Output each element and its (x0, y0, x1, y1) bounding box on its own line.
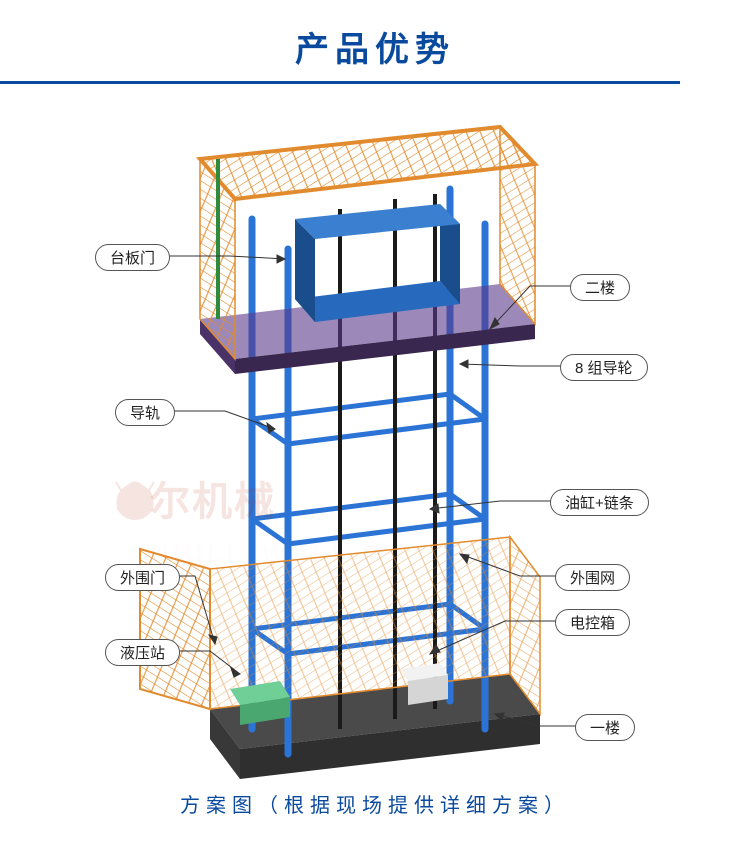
label-yeyazhan: 液压站 (105, 639, 180, 666)
label-waiweiwang: 外围网 (555, 564, 630, 591)
label-daogui: 导轨 (115, 399, 175, 426)
label-diankongxiang: 电控箱 (555, 609, 630, 636)
label-taibanmen: 台板门 (95, 244, 170, 271)
label-waiweimen: 外围门 (105, 564, 180, 591)
watermark-bull-icon (110, 474, 160, 524)
title-underline (0, 81, 680, 84)
page-title: 产品优势 (0, 0, 750, 71)
lift-tower-illustration (0, 89, 750, 789)
label-yougang: 油缸+链条 (550, 489, 649, 516)
label-erlou: 二楼 (570, 274, 630, 301)
label-8zudaolun: 8 组导轮 (560, 354, 648, 381)
label-yilou: 一楼 (575, 714, 635, 741)
diagram: 尔机械 NIULI -WELL 台板门 导轨 外围门 液压站 二楼 8 组导轮 … (0, 89, 750, 789)
caption: 方案图（根据现场提供详细方案） (0, 789, 750, 818)
